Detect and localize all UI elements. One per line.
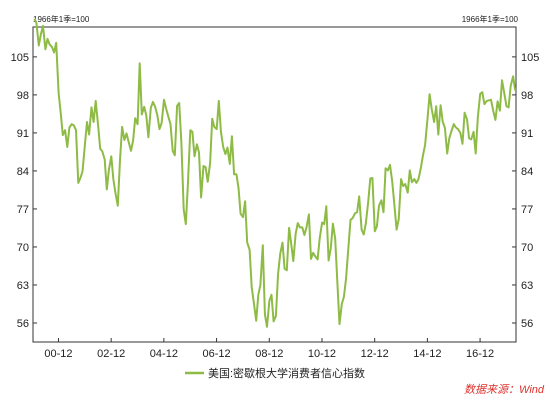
y-tick-label-right: 70 [521,242,533,254]
x-tick-label: 04-12 [150,348,178,360]
y-axis-unit-left: 1966年1季=100 [33,15,90,24]
y-tick-label-right: 77 [521,204,533,216]
x-tick-label: 00-12 [44,348,72,360]
y-axis-left: 56 63 70 77 84 91 98 105 [11,52,37,330]
y-tick-label-left: 63 [17,280,29,292]
y-tick-label-left: 98 [17,90,29,102]
y-tick-label-right: 63 [521,280,533,292]
plot-frame [32,26,517,343]
x-tick-label: 06-12 [203,348,231,360]
y-tick-label-left: 91 [17,128,29,140]
y-axis-right: 56 63 70 77 84 91 98 105 [512,52,539,330]
legend: 美国:密歇根大学消费者信心指数 [185,366,365,380]
series-line-consumer-sentiment [33,18,517,328]
x-tick-label: 08-12 [255,348,283,360]
y-tick-label-left: 84 [17,166,29,178]
x-tick-label: 16-12 [466,348,494,360]
y-tick-label-right: 98 [521,90,533,102]
y-tick-label-left: 105 [11,52,29,64]
x-tick-label: 10-12 [308,348,336,360]
y-axis-unit-right: 1966年1季=100 [461,15,518,24]
x-tick-label: 14-12 [413,348,441,360]
y-tick-label-left: 77 [17,204,29,216]
y-tick-label-right: 105 [521,52,539,64]
x-tick-label: 02-12 [97,348,125,360]
legend-label: 美国:密歇根大学消费者信心指数 [208,366,365,380]
y-tick-label-right: 84 [521,166,533,178]
y-tick-label-right: 91 [521,128,533,140]
x-axis: 00-12 02-12 04-12 06-12 08-12 10-12 12-12 14-12… [44,338,494,360]
y-tick-label-left: 70 [17,242,29,254]
source-note: 数据来源：Wind [464,384,544,396]
x-tick-label: 12-12 [361,348,389,360]
y-tick-label-right: 56 [521,318,533,330]
y-tick-label-left: 56 [17,318,29,330]
